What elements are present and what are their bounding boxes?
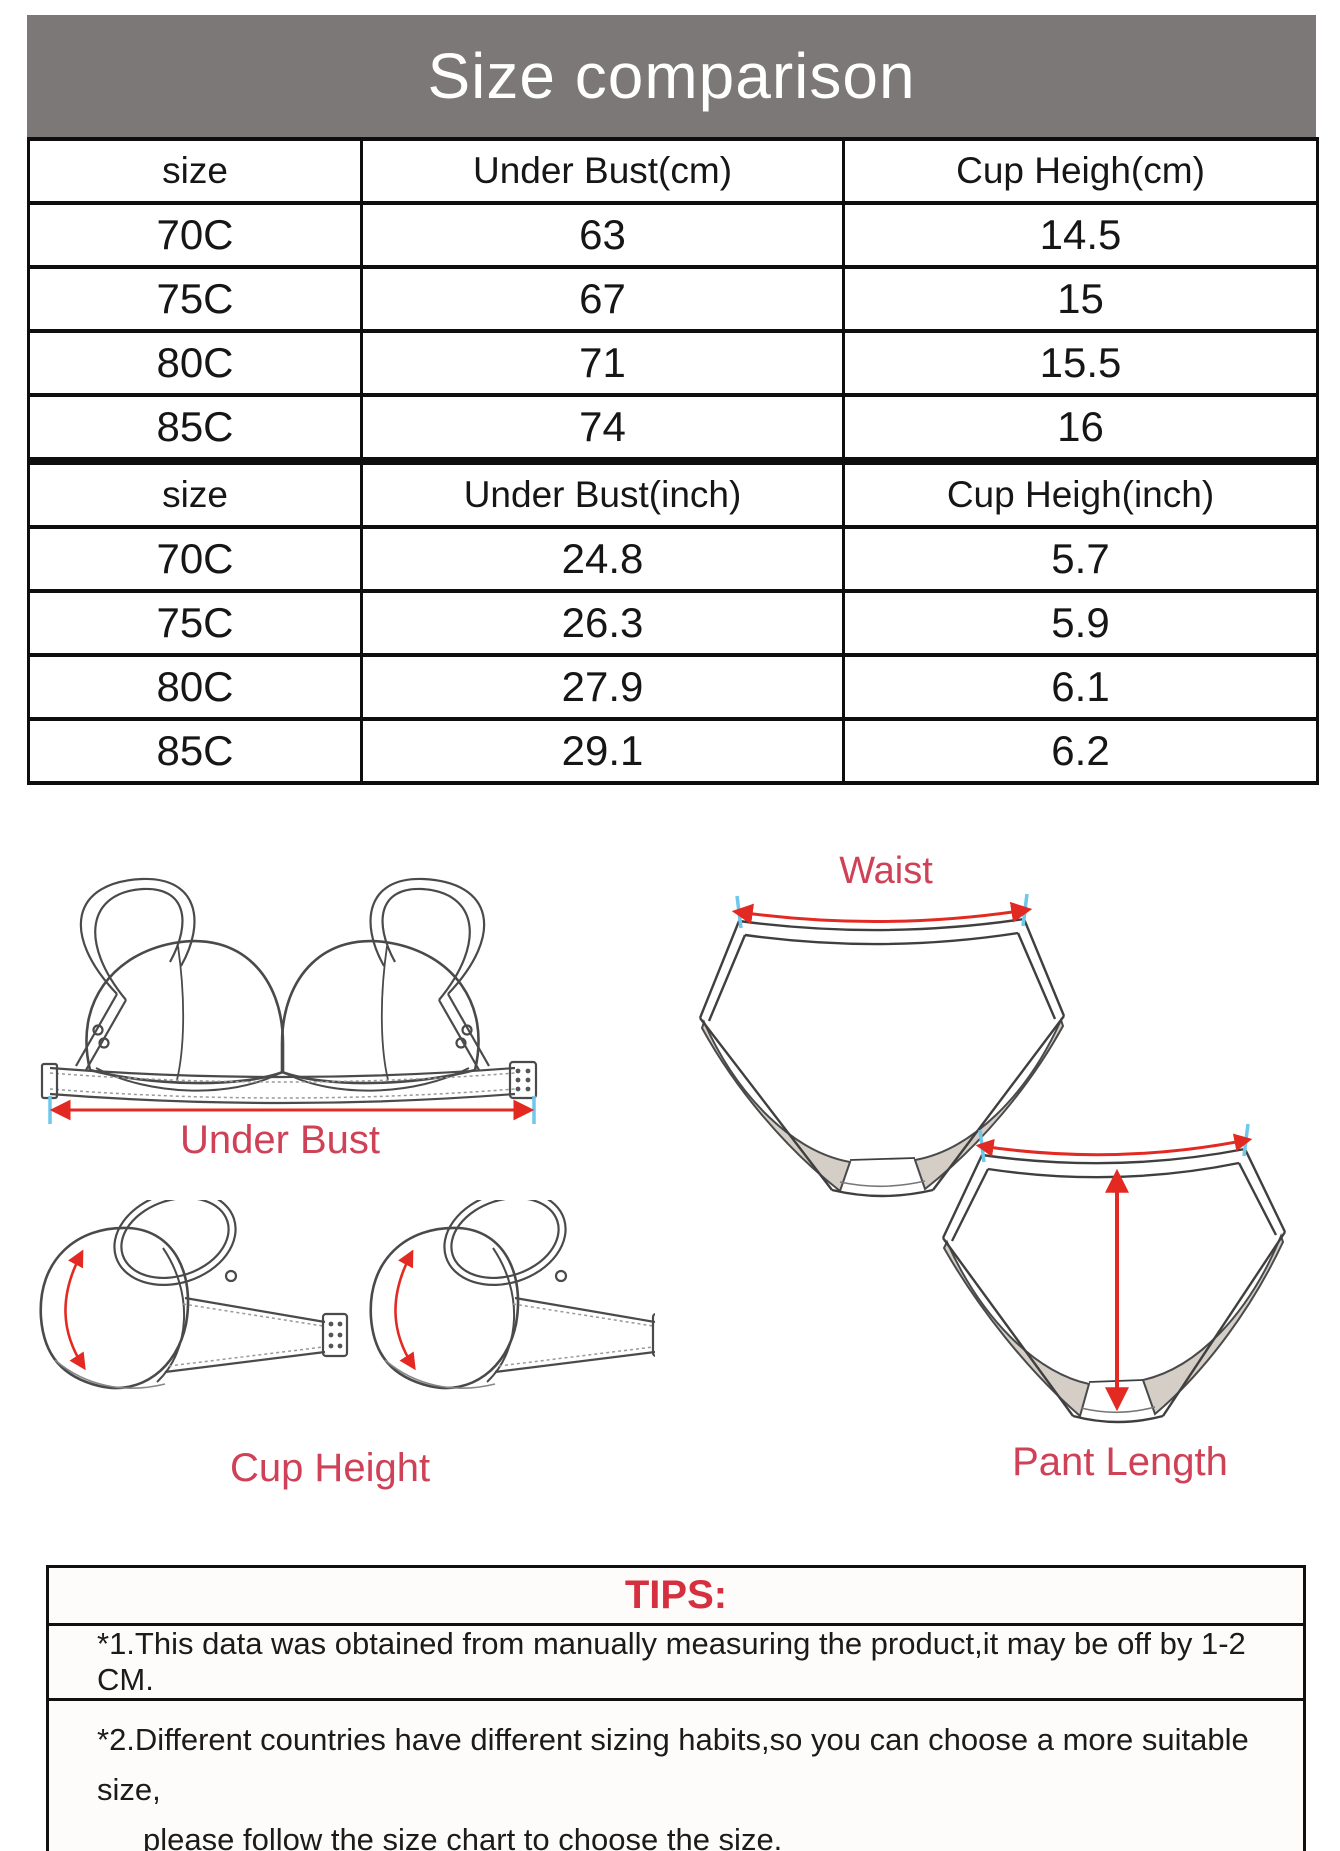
cell-underbust: 67 (360, 265, 845, 333)
header-size-inch: size (27, 457, 363, 529)
panty-length-illustration (941, 1123, 1287, 1424)
cell-underbust: 27.9 (360, 653, 845, 721)
tips-heading: TIPS: (49, 1568, 1303, 1626)
tip-1: *1.This data was obtained from manually … (49, 1626, 1303, 1701)
tip-2: *2.Different countries have different si… (49, 1701, 1303, 1851)
table-row: 80C 71 15.5 (27, 329, 1319, 397)
table-row: 70C 24.8 5.7 (27, 525, 1319, 593)
size-table: size Under Bust(cm) Cup Heigh(cm) 70C 63… (27, 137, 1319, 785)
page-title: Size comparison (427, 40, 916, 112)
bra-front-illustration (40, 877, 538, 1124)
header-underbust-cm: Under Bust(cm) (360, 137, 845, 205)
cell-underbust: 71 (360, 329, 845, 397)
waist-arrow (975, 1133, 1253, 1157)
table-row: 75C 26.3 5.9 (27, 589, 1319, 657)
table-header-row-cm: size Under Bust(cm) Cup Heigh(cm) (27, 137, 1319, 205)
table-header-row-inch: size Under Bust(inch) Cup Heigh(inch) (27, 457, 1319, 529)
header-size-cm: size (27, 137, 363, 205)
panty-waist-illustration (698, 893, 1066, 1198)
table-row: 75C 67 15 (27, 265, 1319, 333)
cell-size: 85C (27, 717, 363, 785)
cell-size: 85C (27, 393, 363, 463)
under-bust-label: Under Bust (179, 1118, 381, 1162)
pant-length-label: Pant Length (1012, 1440, 1228, 1484)
table-row: 70C 63 14.5 (27, 201, 1319, 269)
table-row: 85C 29.1 6.2 (27, 717, 1319, 785)
cell-underbust: 24.8 (360, 525, 845, 593)
tip-2-line-1: *2.Different countries have different si… (97, 1722, 1249, 1808)
table-row: 85C 74 16 (27, 393, 1319, 463)
header-underbust-inch: Under Bust(inch) (360, 457, 845, 529)
cell-cupheight: 16 (842, 393, 1319, 463)
title-banner: Size comparison (27, 15, 1316, 137)
cup-height-arrow (64, 1249, 86, 1371)
cell-size: 75C (27, 589, 363, 657)
tip-2-line-2: please follow the size chart to choose t… (143, 1822, 783, 1851)
cell-cupheight: 5.7 (842, 525, 1319, 593)
header-cupheight-inch: Cup Heigh(inch) (842, 457, 1319, 529)
cell-underbust: 74 (360, 393, 845, 463)
cell-size: 80C (27, 653, 363, 721)
cell-size: 70C (27, 525, 363, 593)
tips-box: TIPS: *1.This data was obtained from man… (46, 1565, 1306, 1851)
cell-cupheight: 14.5 (842, 201, 1319, 269)
cell-underbust: 63 (360, 201, 845, 269)
cell-size: 75C (27, 265, 363, 333)
waist-label: Waist (839, 850, 933, 892)
cell-cupheight: 6.2 (842, 717, 1319, 785)
cell-cupheight: 15 (842, 265, 1319, 333)
cell-size: 80C (27, 329, 363, 397)
waist-arrow (731, 901, 1033, 925)
cell-cupheight: 5.9 (842, 589, 1319, 657)
cell-underbust: 26.3 (360, 589, 845, 657)
table-row: 80C 27.9 6.1 (27, 653, 1319, 721)
cell-cupheight: 15.5 (842, 329, 1319, 397)
cup-height-label: Cup Height (229, 1446, 431, 1490)
cell-cupheight: 6.1 (842, 653, 1319, 721)
bra-side-illustration (39, 1200, 655, 1435)
header-cupheight-cm: Cup Heigh(cm) (842, 137, 1319, 205)
cell-size: 70C (27, 201, 363, 269)
cell-underbust: 29.1 (360, 717, 845, 785)
